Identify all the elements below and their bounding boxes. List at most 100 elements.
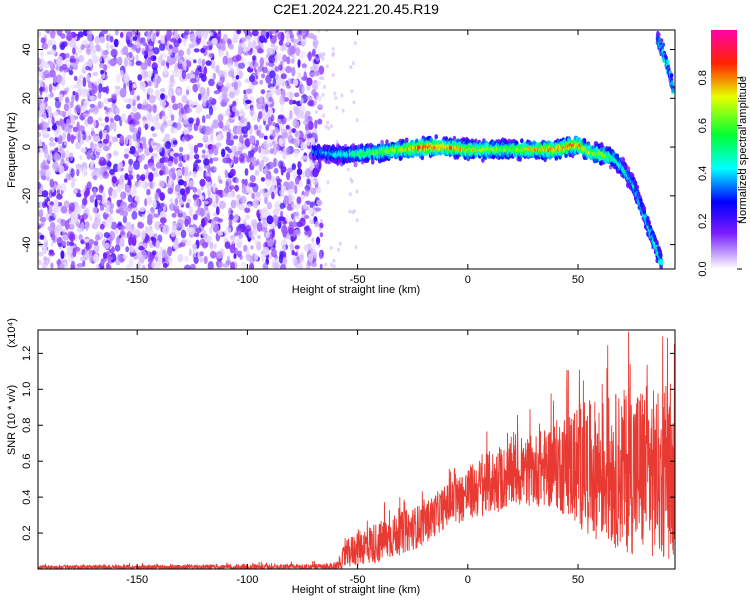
noise-cell	[269, 47, 276, 55]
noise-cell	[291, 221, 298, 228]
noise-cell	[196, 65, 202, 71]
noise-cell	[210, 219, 215, 229]
noise-cell	[94, 221, 98, 228]
noise-cell	[108, 126, 113, 131]
noise-cell	[236, 250, 243, 255]
noise-cell	[120, 229, 125, 236]
noise-cell	[168, 82, 174, 93]
noise-cell	[102, 252, 108, 259]
noise-cell	[286, 167, 294, 173]
noise-cell	[136, 261, 141, 269]
noise-cell	[228, 70, 235, 78]
noise-cell	[286, 84, 291, 89]
noise-cell	[66, 132, 71, 142]
noise-cell	[265, 179, 271, 187]
noise-cell	[197, 205, 201, 213]
noise-cell	[204, 171, 212, 177]
noise-cell	[319, 232, 324, 238]
noise-cell	[163, 156, 169, 163]
noise-cell	[114, 85, 121, 90]
noise-cell	[174, 197, 179, 206]
noise-cell	[332, 264, 336, 269]
noise-cell	[193, 256, 199, 264]
ridge-cell	[520, 138, 524, 144]
noise-cell	[38, 70, 43, 78]
noise-cell	[289, 188, 295, 193]
ridge-cell	[317, 158, 322, 164]
noise-cell	[38, 132, 42, 138]
noise-cell	[209, 226, 213, 234]
noise-cell	[262, 217, 266, 224]
noise-cell	[90, 160, 95, 166]
noise-cell	[167, 187, 173, 195]
noise-cell	[111, 104, 117, 114]
noise-cell	[97, 91, 102, 99]
noise-cell	[119, 87, 127, 98]
noise-cell	[269, 148, 274, 155]
noise-cell	[61, 240, 67, 247]
noise-cell	[301, 30, 308, 37]
noise-cell	[319, 76, 322, 80]
noise-cell	[249, 107, 254, 117]
noise-cell	[314, 221, 320, 228]
noise-cell	[101, 30, 109, 35]
noise-cell	[334, 96, 338, 101]
noise-cell	[304, 214, 309, 220]
noise-cell	[100, 69, 105, 75]
noise-cell	[199, 256, 204, 264]
noise-cell	[76, 193, 82, 198]
noise-cell	[202, 149, 206, 154]
noise-cell	[56, 56, 63, 65]
noise-cell	[48, 216, 53, 223]
noise-cell	[307, 51, 312, 62]
noise-cell	[39, 86, 43, 95]
noise-cell	[83, 250, 89, 261]
noise-cell	[289, 46, 296, 55]
noise-cell	[203, 32, 208, 40]
noise-cell	[137, 148, 143, 153]
noise-cell	[74, 52, 78, 57]
noise-cell	[289, 109, 293, 120]
noise-cell	[51, 116, 55, 125]
noise-cell	[106, 160, 112, 170]
noise-cell	[71, 260, 75, 265]
noise-cell	[146, 71, 153, 78]
noise-cell	[86, 73, 91, 81]
noise-cell	[296, 168, 303, 176]
noise-cell	[319, 218, 323, 223]
noise-cell	[174, 238, 179, 248]
noise-cell	[140, 62, 148, 71]
noise-cell	[58, 93, 64, 103]
noise-cell	[41, 71, 47, 81]
noise-cell	[189, 33, 196, 43]
noise-cell	[297, 161, 302, 170]
noise-cell	[77, 31, 84, 38]
noise-cell	[63, 103, 69, 112]
noise-cell	[89, 95, 97, 101]
noise-cell	[246, 256, 251, 262]
noise-cell	[224, 170, 229, 179]
noise-cell	[285, 66, 292, 74]
noise-cell	[177, 218, 184, 228]
noise-cell	[258, 145, 262, 154]
noise-cell	[50, 262, 54, 269]
noise-cell	[205, 175, 212, 182]
noise-cell	[235, 177, 239, 184]
noise-cell	[86, 30, 93, 35]
noise-cell	[274, 31, 278, 38]
noise-cell	[316, 57, 320, 62]
noise-cell	[306, 178, 311, 185]
noise-cell	[183, 38, 187, 47]
noise-cell	[204, 204, 209, 211]
noise-cell	[64, 220, 70, 230]
noise-cell	[154, 221, 162, 231]
noise-cell	[69, 114, 75, 122]
noise-cell	[321, 93, 325, 97]
noise-cell	[93, 240, 99, 246]
noise-cell	[302, 170, 306, 178]
noise-cell	[168, 50, 173, 56]
noise-cell	[75, 131, 82, 140]
noise-cell	[66, 31, 73, 42]
